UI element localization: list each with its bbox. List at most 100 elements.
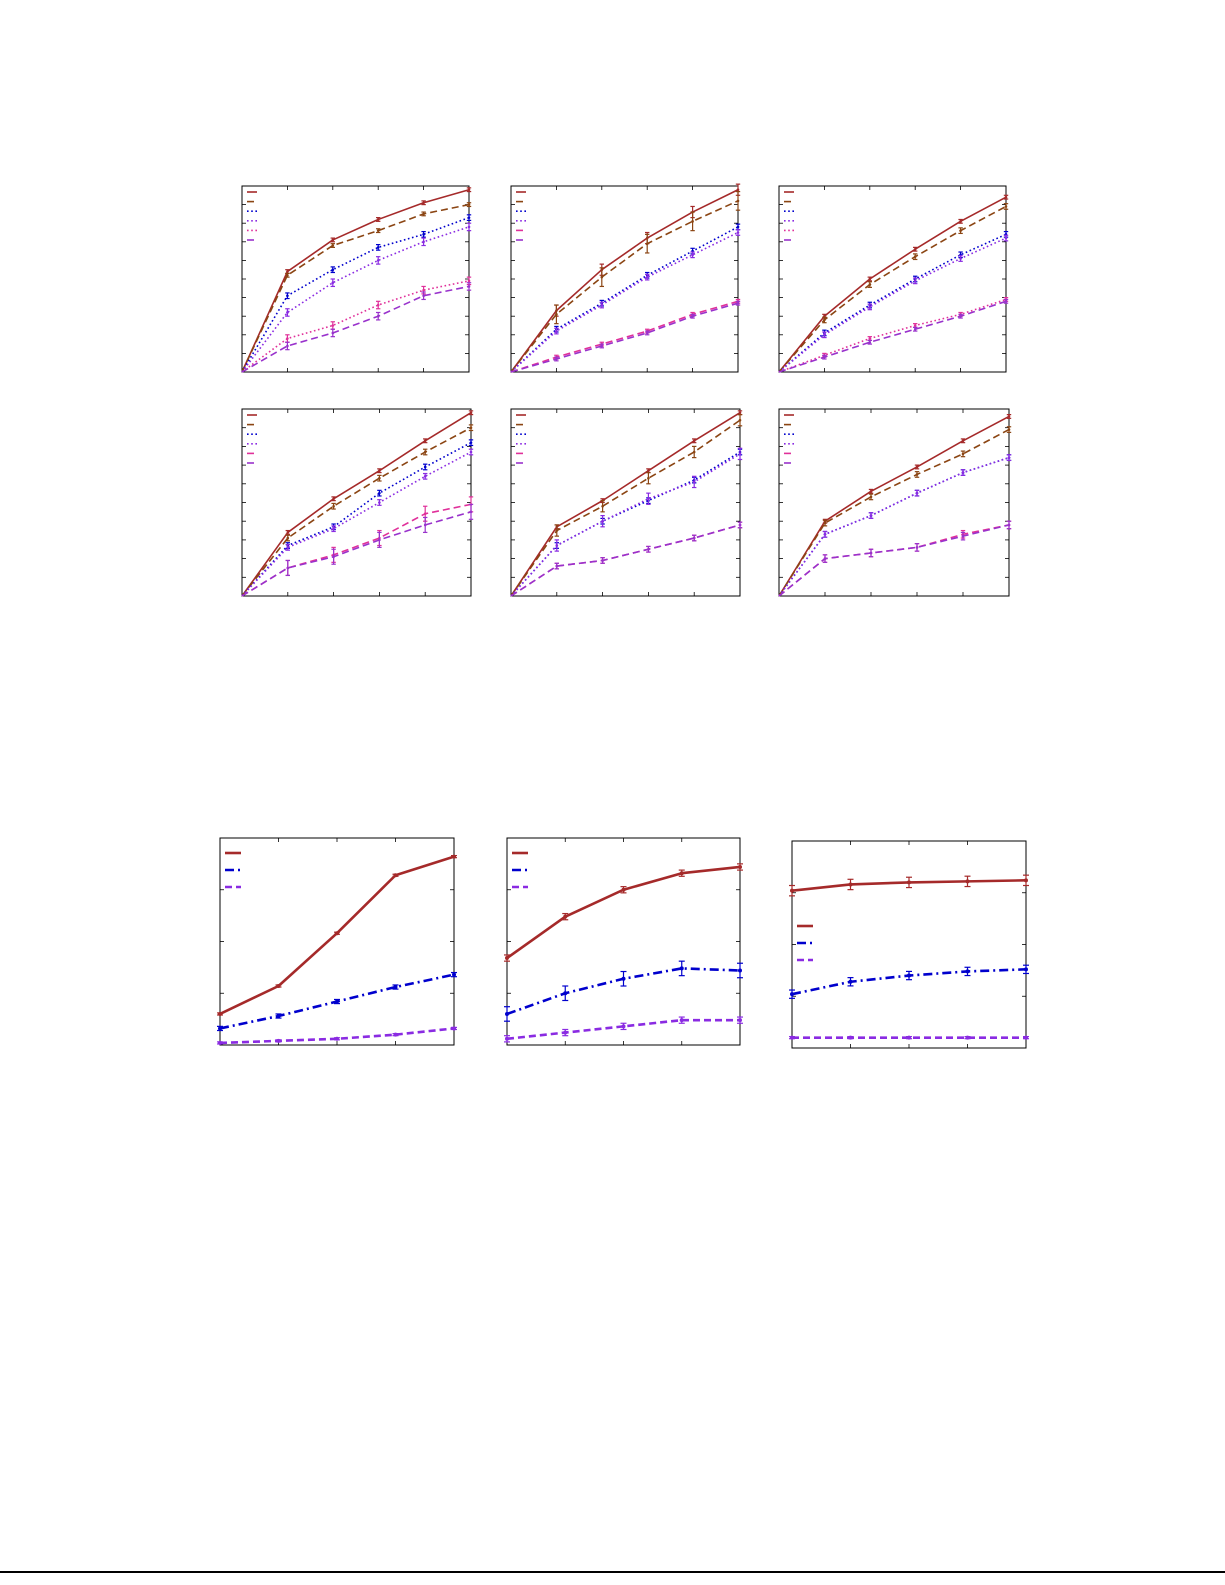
data-point [469,510,473,514]
data-point [335,999,339,1004]
data-point [915,473,919,476]
series-line-magenta [241,503,472,597]
plot-frame [510,185,739,373]
chart-top-row-3 [778,185,1009,373]
data-point [913,255,917,258]
series-line-purple [510,231,739,373]
data-point [555,329,558,333]
data-point [692,450,696,454]
plot-frame [510,408,741,597]
series-line-purple [219,1027,455,1045]
data-point [1004,205,1008,208]
chart-bottom-row-2 [504,837,743,1046]
series-line-red [219,855,455,1016]
data-point [376,246,380,249]
data-point [286,546,290,549]
data-point [469,441,473,444]
data-point [868,337,872,340]
data-point [331,281,335,285]
data-point [790,888,794,893]
data-point [965,879,970,884]
data-point [378,469,381,473]
data-point [332,497,335,501]
series-line-magenta [778,524,1010,597]
plot-frame [791,840,1027,1049]
footer-rule [0,1571,1225,1573]
data-point [738,418,742,422]
series-line-blue [241,441,472,597]
data-point [601,559,604,562]
data-point [218,1026,222,1031]
series-line-red [506,865,741,960]
data-point [961,471,965,474]
data-point [467,216,471,219]
data-point [376,218,380,221]
series-line-magenta [510,524,741,597]
data-point [286,536,290,540]
data-point [736,199,740,203]
data-point [467,188,471,192]
series-line-magenta [510,300,739,373]
series-line-red [510,189,739,373]
data-point [286,311,289,314]
data-point [961,534,965,538]
data-point [738,864,742,869]
data-point [376,314,380,318]
data-point [218,1040,222,1045]
series-line-violet [778,524,1010,597]
data-point [736,188,740,192]
data-point [467,285,471,288]
series-line-purple [778,456,1010,597]
data-point [335,931,339,936]
data-point [961,439,965,443]
data-point [679,871,684,876]
series-line-brown [778,205,1007,373]
data-point [848,882,853,887]
data-point [959,314,962,318]
series-line-purple [506,1018,740,1041]
data-point [600,303,604,307]
data-point [790,992,794,997]
data-point [913,247,917,251]
data-point [422,201,425,205]
data-point [1007,415,1011,418]
data-point [736,231,740,234]
data-point [907,1035,911,1040]
data-point [738,523,742,527]
data-point [679,966,684,971]
data-point [738,411,742,415]
series-line-brown [510,200,739,373]
data-point [286,273,289,277]
data-point [452,972,456,977]
data-point [276,1014,281,1019]
series-line-brown [241,203,470,373]
data-point [563,1030,568,1035]
data-point [823,318,826,322]
data-point [423,523,427,527]
data-point [376,303,380,307]
series-line-blue [510,451,741,597]
series-line-violet [778,300,1007,373]
data-point [645,331,649,335]
series-line-magenta [241,280,470,373]
data-point [869,551,873,555]
data-point [276,1038,281,1043]
data-point [601,504,604,508]
data-point [1004,236,1008,240]
data-point [823,557,827,560]
data-point [331,268,335,272]
series-line-red [241,412,472,597]
data-point [286,531,290,534]
data-point [422,212,425,216]
data-point [423,475,427,478]
data-point [467,225,471,229]
data-point [378,538,381,542]
data-point [335,1036,339,1041]
data-point [393,1032,398,1037]
data-point [907,973,911,978]
chart-top-row-2 [510,183,741,373]
data-point [736,225,740,229]
data-point [961,452,965,456]
data-point [555,529,559,532]
data-point [868,340,872,344]
